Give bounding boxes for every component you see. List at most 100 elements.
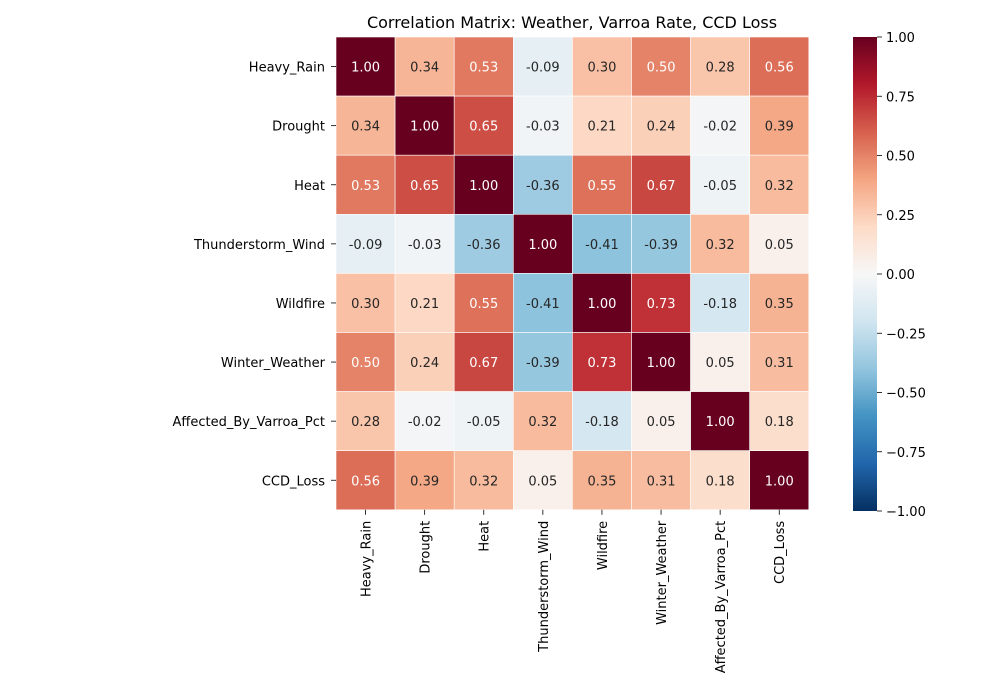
cell-value-label: 0.28 — [706, 61, 735, 76]
cell-value-label: 0.73 — [647, 297, 676, 312]
cell-value-label: -0.36 — [467, 238, 501, 253]
heatmap-cell — [631, 154, 691, 215]
cell-value-label: 0.65 — [410, 179, 439, 194]
heatmap-cell — [453, 332, 514, 392]
cell-value-label: -0.39 — [644, 238, 678, 253]
heatmap-cell — [690, 95, 750, 156]
heatmap-cell — [512, 214, 573, 274]
colorbar-tick-label: 0.00 — [886, 268, 915, 283]
heatmap-cell — [453, 214, 514, 274]
heatmap-cell — [512, 154, 573, 215]
heatmap-cell — [394, 391, 455, 452]
heatmap-cell — [394, 36, 455, 97]
row-tick-label: Heat — [294, 179, 325, 194]
heatmap-cell — [512, 36, 573, 97]
column-tick-label: Affected_By_Varroa_Pct — [714, 521, 729, 673]
row-tick-label: Affected_By_Varroa_Pct — [173, 415, 325, 430]
heatmap-cell — [690, 154, 750, 215]
cell-value-label: 0.05 — [647, 415, 676, 430]
cell-value-label: -0.03 — [408, 238, 442, 253]
cell-value-label: 0.67 — [647, 179, 676, 194]
cell-value-label: 0.50 — [351, 356, 380, 371]
cell-value-label: 1.00 — [410, 120, 439, 135]
cell-value-label: 0.39 — [410, 474, 439, 489]
cell-value-label: -0.18 — [585, 415, 619, 430]
heatmap-cell — [394, 154, 455, 215]
heatmap-cell — [749, 154, 810, 215]
cell-value-label: 0.65 — [469, 120, 498, 135]
colorbar-tick-label: −0.25 — [886, 327, 926, 342]
cell-value-label: 0.73 — [587, 356, 616, 371]
colorbar: 1.00 0.75 0.50 0.25 0.00 −0.25 −0.50 −0.75 −1.00 — [853, 31, 926, 520]
cell-value-label: 0.35 — [587, 474, 616, 489]
row-tick-label: Wildfire — [276, 297, 325, 312]
cell-value-label: -0.09 — [349, 238, 383, 253]
heatmap-cell — [690, 273, 750, 333]
row-tick-label: Thunderstorm_Wind — [193, 238, 325, 253]
cell-value-label: -0.09 — [526, 61, 560, 76]
cell-value-label: 0.21 — [587, 120, 616, 135]
heatmap-cell — [453, 450, 514, 511]
colorbar-tick-label: −1.00 — [886, 505, 926, 520]
row-tick-label: CCD_Loss — [262, 474, 325, 489]
heatmap-cell — [631, 332, 691, 392]
column-tick-label: Winter_Weather — [655, 520, 670, 625]
cell-value-label: 1.00 — [351, 61, 380, 76]
cell-value-label: -0.36 — [526, 179, 560, 194]
heatmap-cell — [631, 36, 691, 97]
cell-value-label: 0.24 — [647, 120, 676, 135]
cell-value-label: 0.32 — [706, 238, 735, 253]
colorbar-tick-label: 0.75 — [886, 90, 915, 105]
heatmap-cell — [690, 391, 750, 452]
heatmap-cell — [572, 391, 632, 452]
row-tick-label: Heavy_Rain — [249, 61, 325, 76]
heatmap-cell — [631, 391, 691, 452]
cell-value-label: 0.32 — [528, 415, 557, 430]
cell-value-label: 0.32 — [469, 474, 498, 489]
cell-value-label: 1.00 — [469, 179, 498, 194]
cell-value-label: -0.39 — [526, 356, 560, 371]
cell-value-label: 0.31 — [765, 356, 794, 371]
row-tick-labels: Heavy_Rain Drought Heat Thunderstorm_Wind Wi… — [173, 61, 336, 489]
colorbar-gradient — [853, 37, 877, 511]
cell-value-label: 0.18 — [765, 415, 794, 430]
cell-value-label: 0.53 — [469, 61, 498, 76]
colorbar-tick-label: 1.00 — [886, 31, 915, 46]
heatmap-cell — [690, 332, 750, 392]
column-tick-label: Drought — [419, 521, 434, 574]
cell-value-label: 0.32 — [765, 179, 794, 194]
cell-value-label: 0.67 — [469, 356, 498, 371]
heatmap-annotations: 1.00 0.34 0.53 -0.09 0.30 0.50 0.28 0.56 0.34 1.0… — [349, 61, 794, 490]
heatmap-cell — [572, 450, 632, 511]
heatmap-cell — [631, 273, 691, 333]
heatmap-cells — [335, 36, 810, 511]
cell-value-label: -0.03 — [526, 120, 560, 135]
cell-value-label: 0.05 — [706, 356, 735, 371]
cell-value-label: 0.21 — [410, 297, 439, 312]
heatmap-cell — [453, 36, 514, 97]
cell-value-label: 0.55 — [469, 297, 498, 312]
heatmap-cell — [335, 391, 396, 452]
colorbar-tick-label: 0.50 — [886, 150, 915, 165]
cell-value-label: 0.18 — [706, 474, 735, 489]
cell-value-label: 0.56 — [765, 61, 794, 76]
cell-value-label: 0.34 — [410, 61, 439, 76]
cell-value-label: 0.35 — [765, 297, 794, 312]
cell-value-label: 0.50 — [647, 61, 676, 76]
row-tick-label: Drought — [272, 120, 325, 135]
cell-value-label: 0.34 — [351, 120, 380, 135]
column-tick-label: Heat — [478, 521, 493, 552]
cell-value-label: -0.05 — [703, 179, 737, 194]
cell-value-label: 0.39 — [765, 120, 794, 135]
heatmap-cell — [335, 36, 396, 97]
heatmap-cell — [749, 36, 810, 97]
cell-value-label: -0.41 — [526, 297, 560, 312]
heatmap-cell — [453, 391, 514, 452]
cell-value-label: -0.02 — [408, 415, 442, 430]
heatmap-cell — [453, 273, 514, 333]
column-tick-label: Thunderstorm_Wind — [537, 521, 552, 653]
heatmap-cell — [453, 154, 514, 215]
heatmap-cell — [749, 332, 810, 392]
cell-value-label: 0.28 — [351, 415, 380, 430]
column-tick-labels: Heavy_Rain Drought Heat Thunderstorm_Wind Wi… — [360, 509, 788, 673]
